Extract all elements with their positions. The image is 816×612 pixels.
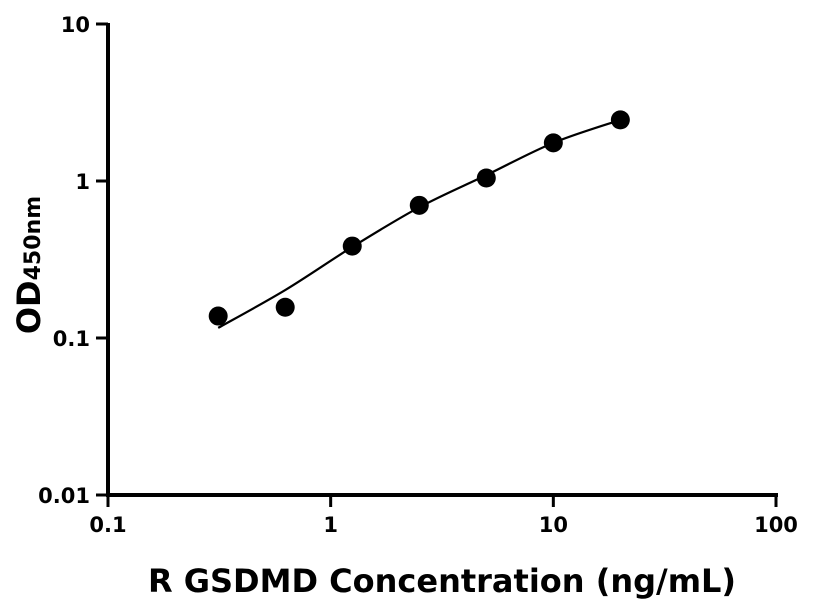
x-axis-label: R GSDMD Concentration (ng/mL) [148, 562, 736, 600]
axes: 0.1 1 10 100 0.01 0.1 1 10 [38, 13, 798, 537]
data-point [409, 195, 429, 215]
data-point [476, 168, 496, 188]
fit-curve-layer [217, 118, 621, 329]
y-tick-label: 0.01 [38, 484, 90, 508]
y-axis-label: OD450nm [10, 196, 48, 334]
data-point [543, 133, 563, 153]
x-tick-label: 1 [323, 513, 338, 537]
points-layer [208, 110, 630, 326]
y-tick-label: 1 [75, 170, 90, 194]
data-point [610, 110, 630, 130]
y-tick-label: 10 [61, 13, 90, 37]
y-axis-label-main: OD [10, 280, 48, 334]
data-point [275, 297, 295, 317]
y-tick-label: 0.1 [53, 327, 90, 351]
data-point [342, 236, 362, 256]
x-tick-label: 100 [754, 513, 798, 537]
y-axis-label-subscript: 450nm [21, 196, 46, 281]
data-point [208, 306, 228, 326]
x-tick-label: 10 [539, 513, 568, 537]
fit-curve [217, 118, 621, 329]
x-tick-label: 0.1 [89, 513, 126, 537]
